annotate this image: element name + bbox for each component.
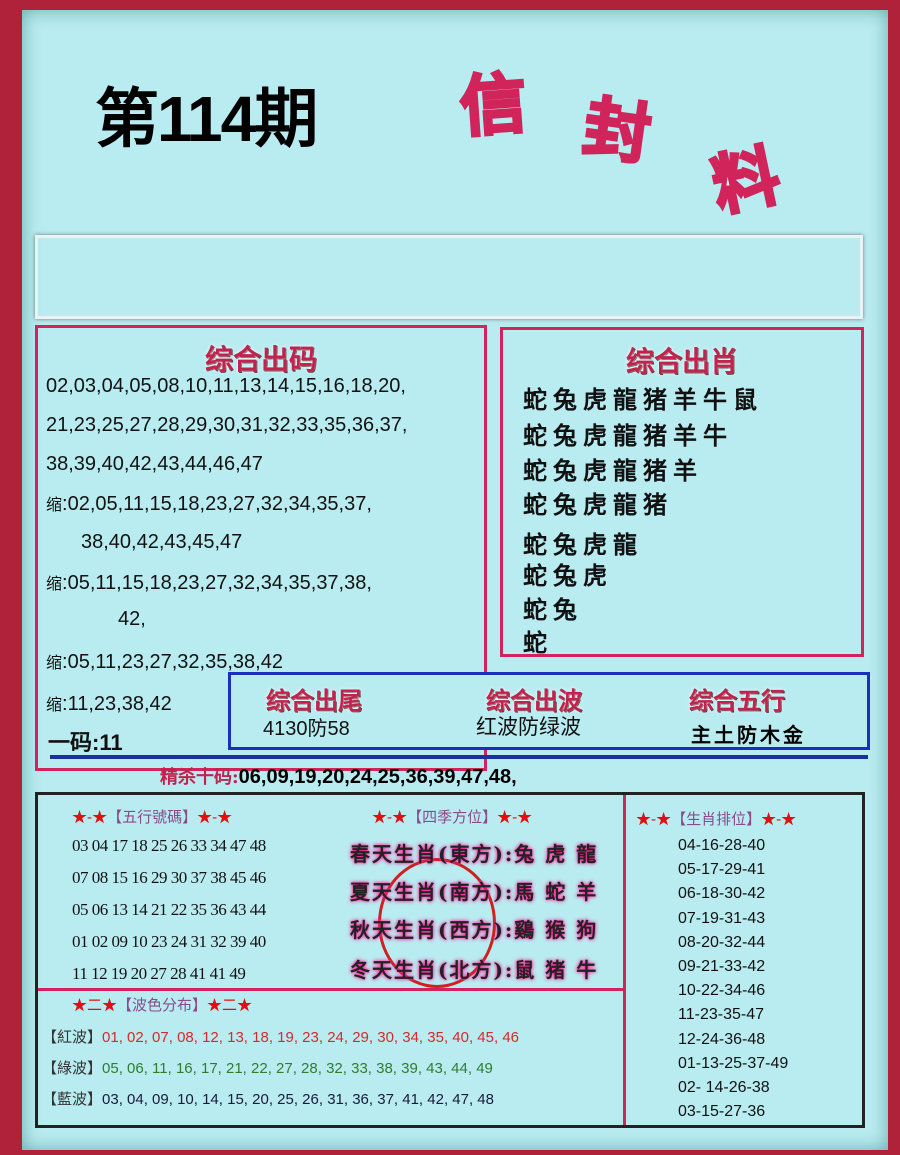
section-title: 【波色分布】 (117, 996, 208, 1014)
zodiac-rank-row: 09-21-33-42 (678, 958, 766, 976)
summary-box: 综合出尾 4130防58 综合出波 红波防绿波 综合五行 主土防木金 (228, 672, 870, 750)
deco-char: 信 (456, 62, 530, 147)
zodiac-line: 蛇兔 (523, 595, 583, 624)
number-line: 02,03,04,05,08,10,11,13,14,15,16,18,20, (46, 375, 406, 397)
zodiac-line: 蛇兔虎龍猪羊 (523, 456, 703, 485)
star-icon: ★二★ (72, 996, 118, 1014)
section-title: 综合出码 (204, 343, 317, 376)
number-line: 42, (118, 608, 146, 630)
star-icon: ★二★ (207, 996, 253, 1014)
zodiac-rank-row: 06-18-30-42 (678, 885, 766, 903)
star-icon: ★-★ (636, 810, 672, 828)
divider (50, 755, 868, 759)
section-title: 综合出波 (486, 686, 582, 715)
number-line: :05,11,15,18,23,27,32,34,35,37,38, (62, 572, 372, 594)
yima: 一码:11 (48, 730, 123, 755)
zodiac-rank-row: 07-19-31-43 (678, 909, 766, 927)
zodiac-rank-row: 02- 14-26-38 (678, 1079, 770, 1097)
element-value: 主土防木金 (691, 723, 806, 747)
number-line: 21,23,25,27,28,29,30,31,32,33,35,36,37, (46, 414, 408, 436)
zodiac-rank-row: 05-17-29-41 (678, 861, 766, 879)
zodiac-rank-list: 04-16-28-40 05-17-29-41 06-18-30-42 07-19-3… (678, 834, 788, 1124)
jingsha-value: 06,09,19,20,24,25,36,39,47,48, (238, 766, 517, 788)
blue-wave-numbers: 03, 04, 09, 10, 14, 15, 20, 25, 26, 31, … (102, 1091, 494, 1108)
star-icon: ★-★ (761, 810, 797, 828)
wave-label: 【綠波】 (42, 1059, 103, 1077)
green-wave-numbers: 05, 06, 11, 16, 17, 21, 22, 27, 28, 32, … (102, 1060, 493, 1077)
zodiac-rank-row: 03-15-27-36 (678, 1103, 766, 1121)
zodiac-rank-row: 04-16-28-40 (678, 837, 766, 854)
section-title: 【五行號碼】 (107, 808, 198, 826)
empty-banner (35, 235, 863, 319)
deco-char: 封 (578, 86, 657, 175)
issue-title: 第114期 (95, 83, 318, 155)
zodiac-line: 蛇兔虎龍猪羊牛 (523, 421, 733, 450)
section-title: 【生肖排位】 (671, 810, 762, 828)
suo-label: 缩 (46, 655, 63, 672)
wave-value: 红波防绿波 (476, 716, 581, 739)
season-row: 秋天生肖(西方):鷄 猴 狗 (350, 918, 599, 942)
suo-label: 缩 (46, 697, 63, 714)
number-line: :02,05,11,15,18,23,27,32,34,35,37, (62, 493, 372, 515)
star-icon: ★-★ (72, 808, 108, 826)
zodiac-line: 蛇兔虎龍猪羊牛鼠 (523, 385, 763, 414)
wuxing-row: 11 12 19 20 27 28 41 41 49 (72, 964, 246, 983)
red-wave-numbers: 01, 02, 07, 08, 12, 13, 18, 19, 23, 24, … (102, 1029, 520, 1046)
zodiac-rank-row: 01-13-25-37-49 (678, 1054, 789, 1072)
divider (623, 795, 626, 1125)
number-line: 38,39,40,42,43,44,46,47 (46, 453, 263, 475)
circle-mark (378, 858, 496, 988)
section-title: 【四季方位】 (407, 808, 498, 826)
zodiac-rank-row: 11-23-35-47 (678, 1006, 764, 1024)
zodiac-line: 蛇兔虎龍猪 (523, 490, 673, 519)
star-icon: ★-★ (497, 808, 533, 826)
number-line: 38,40,42,43,45,47 (81, 531, 243, 553)
section-title: 综合出尾 (266, 686, 362, 715)
season-row: 冬天生肖(北方):鼠 猪 牛 (350, 958, 599, 982)
tail-value: 4130防58 (263, 718, 350, 740)
zodiac-line: 蛇兔虎龍 (523, 530, 643, 559)
zodiac-rank-row: 08-20-32-44 (678, 933, 766, 951)
section-title: 综合出肖 (625, 345, 738, 378)
bottom-box (35, 792, 865, 1128)
wuxing-row: 07 08 15 16 29 30 37 38 45 46 (72, 868, 266, 887)
season-row: 春天生肖(東方):兔 虎 龍 (350, 842, 599, 866)
wuxing-row: 05 06 13 14 21 22 35 36 43 44 (72, 900, 266, 919)
star-icon: ★-★ (197, 808, 233, 826)
zodiac-rank-row: 12-24-36-48 (678, 1030, 766, 1048)
zonghe-chuma-box: 综合出码 02,03,04,05,08,10,11,13,14,15,16,18… (35, 325, 487, 771)
wuxing-row: 01 02 09 10 23 24 31 32 39 40 (72, 932, 266, 951)
suo-label: 缩 (46, 576, 63, 593)
wuxing-row: 03 04 17 18 25 26 33 34 47 48 (72, 836, 266, 855)
zodiac-line: 蛇 (523, 628, 553, 657)
wave-label: 【紅波】 (42, 1028, 103, 1046)
wave-label: 【藍波】 (42, 1090, 103, 1108)
jingsha-label: 精杀十码: (160, 767, 239, 788)
season-row: 夏天生肖(南方):馬 蛇 羊 (350, 880, 599, 904)
number-line: :11,23,38,42 (62, 693, 172, 715)
number-line: :05,11,23,27,32,35,38,42 (62, 651, 283, 673)
zonghe-chuxiao-box: 综合出肖 蛇兔虎龍猪羊牛鼠 蛇兔虎龍猪羊牛 蛇兔虎龍猪羊 蛇兔虎龍猪 蛇兔虎龍 … (500, 327, 864, 657)
zodiac-rank-row: 10-22-34-46 (678, 982, 766, 1000)
section-title: 综合五行 (689, 686, 785, 715)
suo-label: 缩 (46, 497, 63, 514)
zodiac-line: 蛇兔虎 (523, 561, 613, 590)
divider (38, 988, 624, 991)
star-icon: ★-★ (372, 808, 408, 826)
